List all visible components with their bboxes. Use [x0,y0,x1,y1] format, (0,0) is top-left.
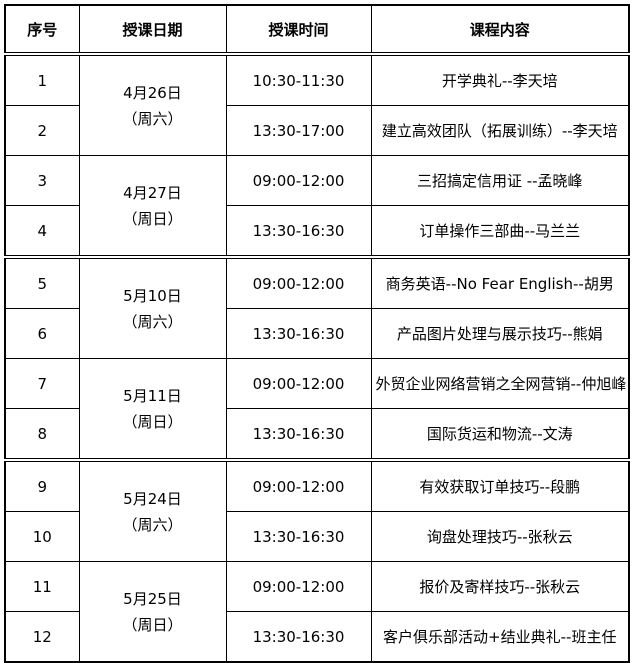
row-number: 8 [4,408,80,462]
content-cell: 建立高效团队（拓展训练）--李天培 [370,105,630,156]
column-header-date: 授课日期 [78,4,227,56]
content-cell: 外贸企业网络营销之全网营销--仲旭峰 [370,358,630,409]
content-cell: 有效获取订单技巧--段鹏 [370,459,630,512]
content-cell: 询盘处理技巧--张秋云 [370,511,630,562]
time-cell: 13:30-16:30 [225,408,372,462]
row-number: 4 [4,205,80,259]
time-cell: 13:30-16:30 [225,205,372,259]
content-cell: 商务英语--No Fear English--胡男 [370,256,630,309]
table-row: 11 5月25日 （周日） 09:00-12:00 报价及寄样技巧--张秋云 [4,561,630,663]
table-row: 9 5月24日 （周六） 09:00-12:00 有效获取订单技巧--段鹏 [4,459,630,562]
row-number: 10 [4,511,80,562]
date-text: 5月10日 [123,286,182,305]
content-cell: 订单操作三部曲--马兰兰 [370,205,630,259]
date-text: 5月11日 [123,386,182,405]
column-header-number: 序号 [4,4,80,56]
date-text: 5月25日 [123,589,182,608]
content-cell: 开学典礼--李天培 [370,53,630,106]
row-number: 6 [4,308,80,359]
header-row: 序号 授课日期 授课时间 课程内容 [4,4,630,56]
table-row: 7 5月11日 （周日） 09:00-12:00 外贸企业网络营销之全网营销--… [4,358,630,462]
time-cell: 09:00-12:00 [225,256,372,309]
content-cell: 产品图片处理与展示技巧--熊娟 [370,308,630,359]
date-cell: 5月25日 （周日） [78,561,227,663]
table-row: 10 13:30-16:30 询盘处理技巧--张秋云 [4,511,630,562]
time-cell: 13:30-16:30 [225,511,372,562]
course-schedule-table: 序号 授课日期 授课时间 课程内容 1 4月26日 （周六） 10:30-11:… [4,4,630,663]
weekday-text: （周日） [122,615,183,634]
table-row: 8 13:30-16:30 国际货运和物流--文涛 [4,408,630,462]
date-cell: 5月11日 （周日） [78,358,227,462]
column-header-content: 课程内容 [370,4,630,56]
weekday-text: （周六） [122,109,183,128]
content-cell: 客户俱乐部活动+结业典礼--班主任 [370,611,630,663]
time-cell: 10:30-11:30 [225,53,372,106]
time-cell: 13:30-16:30 [225,308,372,359]
table-row: 1 4月26日 （周六） 10:30-11:30 开学典礼--李天培 [4,53,630,156]
table-row: 5 5月10日 （周六） 09:00-12:00 商务英语--No Fear E… [4,256,630,359]
row-number: 2 [4,105,80,156]
row-number: 12 [4,611,80,663]
date-cell: 4月26日 （周六） [78,53,227,156]
time-cell: 09:00-12:00 [225,358,372,409]
content-cell: 国际货运和物流--文涛 [370,408,630,462]
time-cell: 09:00-12:00 [225,155,372,206]
date-cell: 4月27日 （周日） [78,155,227,259]
date-text: 5月24日 [123,489,182,508]
table-row: 2 13:30-17:00 建立高效团队（拓展训练）--李天培 [4,105,630,156]
time-cell: 09:00-12:00 [225,459,372,512]
row-number: 9 [4,459,80,512]
table-row: 4 13:30-16:30 订单操作三部曲--马兰兰 [4,205,630,259]
content-cell: 报价及寄样技巧--张秋云 [370,561,630,612]
weekday-text: （周六） [122,515,183,534]
date-text: 4月26日 [123,83,182,102]
row-number: 1 [4,53,80,106]
date-text: 4月27日 [123,183,182,202]
weekday-text: （周六） [122,312,183,331]
row-number: 7 [4,358,80,409]
time-cell: 09:00-12:00 [225,561,372,612]
weekday-text: （周日） [122,209,183,228]
row-number: 11 [4,561,80,612]
date-cell: 5月24日 （周六） [78,459,227,562]
column-header-time: 授课时间 [225,4,372,56]
page: 序号 授课日期 授课时间 课程内容 1 4月26日 （周六） 10:30-11:… [4,4,630,663]
weekday-text: （周日） [122,412,183,431]
content-cell: 三招搞定信用证 --孟晓峰 [370,155,630,206]
row-number: 5 [4,256,80,309]
row-number: 3 [4,155,80,206]
date-cell: 5月10日 （周六） [78,256,227,359]
time-cell: 13:30-16:30 [225,611,372,663]
table-row: 3 4月27日 （周日） 09:00-12:00 三招搞定信用证 --孟晓峰 [4,155,630,259]
time-cell: 13:30-17:00 [225,105,372,156]
